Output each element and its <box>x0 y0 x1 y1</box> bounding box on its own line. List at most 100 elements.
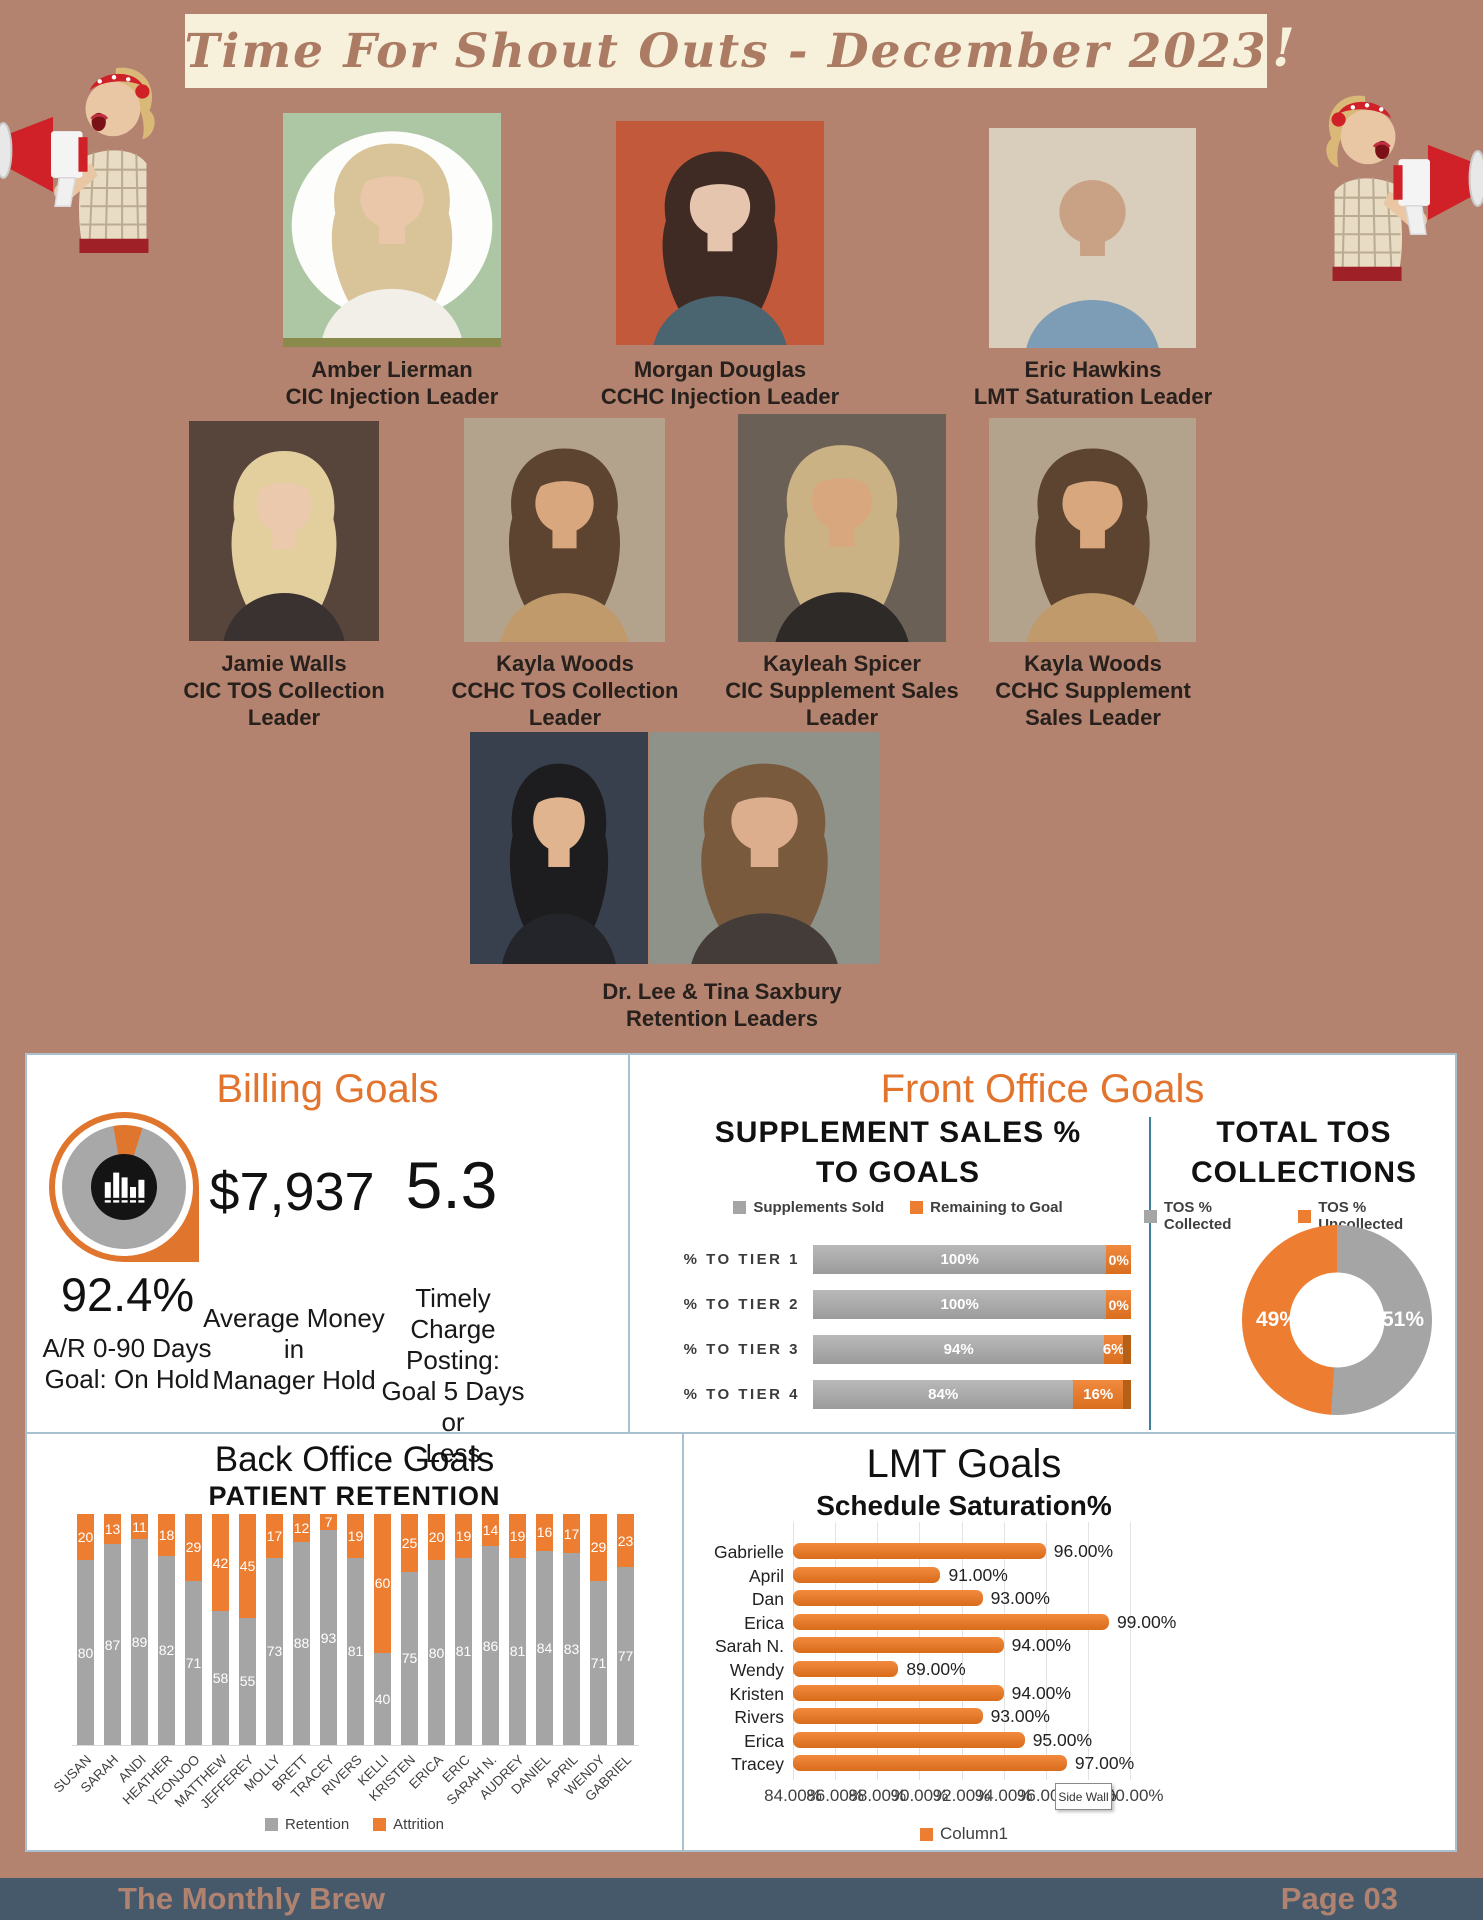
leader-photo <box>738 414 946 642</box>
lmt-value-label: 93.00% <box>990 1588 1050 1609</box>
footer-newsletter-name: The Monthly Brew <box>118 1881 385 1916</box>
retention-bar-slot: 16 84 <box>531 1514 558 1745</box>
attrition-segment: 18 <box>158 1514 175 1556</box>
leader-caption: Kayleah Spicer CIC Supplement Sales Lead… <box>725 651 959 730</box>
x-axis-tick-label: 100.00% <box>1096 1786 1164 1805</box>
legend-item: Supplements Sold <box>733 1199 884 1216</box>
x-axis-tick-label: 92.00% <box>932 1786 991 1805</box>
ar-percent-label: A/R 0-90 Days Goal: On Hold <box>42 1333 212 1394</box>
retention-stacked-bar: 19 81 <box>347 1514 364 1745</box>
retention-stacked-bar: 25 75 <box>401 1514 418 1745</box>
lmt-bar-row: April 91.00% <box>684 1565 1455 1586</box>
lmt-bar <box>793 1684 1004 1701</box>
x-axis-tick-label: 94.00% <box>974 1786 1033 1805</box>
bar-end-cap <box>1122 1380 1131 1409</box>
bar-end-cap <box>1122 1335 1131 1364</box>
supplements-sold-segment: 100% <box>813 1290 1107 1319</box>
retention-bar-slot: 13 87 <box>99 1514 126 1745</box>
chart-gridline <box>1130 1522 1131 1780</box>
retention-bar-slot: 18 82 <box>153 1514 180 1745</box>
supplements-sold-segment: 94% <box>813 1335 1105 1364</box>
remaining-to-goal-segment: 6% <box>1103 1335 1125 1364</box>
bar-chart-icon <box>91 1154 157 1220</box>
side-wall-tooltip: Side Wall <box>1055 1783 1112 1810</box>
front-office-goals-panel: Front Office Goals SUPPLEMENT SALES % TO… <box>630 1055 1455 1434</box>
legend-marker <box>733 1201 747 1214</box>
legend-label: Retention <box>284 1816 350 1833</box>
retention-name-slot: GABRIEL <box>583 1748 639 1812</box>
attrition-segment: 20 <box>77 1514 94 1561</box>
retention-segment: 89 <box>131 1539 148 1745</box>
lmt-bar-row: Erica 99.00% <box>684 1611 1455 1633</box>
leader-caption: Jamie Walls CIC TOS Collection Leader <box>183 651 385 730</box>
legend-label: TOS % Collected <box>1163 1199 1232 1233</box>
supplement-sales-chart-title: SUPPLEMENT SALES % TO GOALS <box>714 1116 1082 1189</box>
remaining-to-goal-segment: 0% <box>1106 1245 1131 1274</box>
lmt-legend: Column1 <box>684 1824 1244 1844</box>
lmt-value-label: 99.00% <box>1116 1611 1177 1632</box>
supplement-category-label: % TO TIER 2 <box>683 1296 800 1313</box>
retention-stacked-bar: 13 87 <box>104 1514 121 1745</box>
lmt-bar-row: Kristen 94.00% <box>684 1682 1455 1704</box>
attrition-segment: 17 <box>266 1514 283 1558</box>
lmt-bar-row: Wendy 89.00% <box>684 1659 1455 1680</box>
patient-retention-chart: 20 80 13 87 11 89 18 82 29 71 42 58 45 55 17 73 12 88 7 93 1… <box>72 1514 639 1746</box>
lmt-category-label: Erica <box>744 1612 784 1633</box>
retention-stacked-bar: 14 86 <box>482 1514 499 1745</box>
legend-item: Attrition <box>373 1816 444 1833</box>
retention-bar-slot: 19 81 <box>342 1514 369 1745</box>
attrition-segment: 23 <box>617 1514 634 1568</box>
legend-item: Column1 <box>919 1824 1008 1844</box>
lmt-value-label: 89.00% <box>906 1659 966 1679</box>
retention-stacked-bar: 12 88 <box>293 1514 310 1745</box>
legend-marker <box>264 1818 278 1831</box>
attrition-segment: 29 <box>590 1514 607 1581</box>
attrition-segment: 29 <box>185 1514 202 1581</box>
retention-segment: 93 <box>320 1530 337 1745</box>
page-title-exclamation: ! <box>1272 18 1295 79</box>
attrition-segment: 20 <box>428 1514 445 1561</box>
legend-marker <box>1144 1209 1157 1223</box>
remaining-to-goal-segment: 16% <box>1073 1380 1123 1409</box>
attrition-segment: 60 <box>374 1514 391 1653</box>
front-office-goals-title: Front Office Goals <box>880 1067 1205 1111</box>
leader-photo <box>616 121 824 345</box>
retention-stacked-bar: 29 71 <box>185 1514 202 1745</box>
retention-segment: 81 <box>347 1557 364 1745</box>
legend-label: Remaining to Goal <box>930 1199 1063 1216</box>
supplements-sold-segment: 84% <box>813 1380 1074 1409</box>
lmt-bar-row: Gabrielle 96.00% <box>684 1541 1455 1562</box>
goals-panels: Billing Goals <box>25 1053 1457 1852</box>
lmt-bar <box>793 1731 1025 1748</box>
supplement-stacked-bar: 100% 0% <box>813 1245 1131 1274</box>
legend-item: TOS % Collected <box>1144 1199 1282 1233</box>
attrition-segment: 19 <box>347 1514 364 1558</box>
ar-percent-value: 92.4% <box>60 1268 195 1321</box>
legend-marker <box>919 1827 933 1841</box>
retention-stacked-bar: 20 80 <box>77 1514 94 1745</box>
x-axis-tick-label: 84.00% <box>764 1786 822 1805</box>
supplement-bar-row: % TO TIER 4 84% 16% <box>648 1372 1131 1417</box>
leader-caption: Kayla Woods CCHC Supplement Sales Leader <box>995 651 1191 730</box>
lmt-category-label: Rivers <box>734 1707 784 1728</box>
patient-retention-subtitle: PATIENT RETENTION <box>208 1481 501 1511</box>
retention-bar-slot: 12 88 <box>288 1514 315 1745</box>
retention-segment: 80 <box>77 1560 94 1745</box>
supplement-category-label: % TO TIER 1 <box>683 1251 800 1268</box>
footer-page-number: Page 03 <box>1280 1881 1398 1916</box>
retention-segment: 82 <box>158 1555 175 1745</box>
donut-collected-label: 51% <box>1381 1308 1424 1331</box>
attrition-segment: 19 <box>455 1514 472 1558</box>
supplement-category-label: % TO TIER 3 <box>683 1341 800 1358</box>
lmt-category-label: Sarah N. <box>714 1636 784 1657</box>
lmt-bar <box>793 1613 1109 1630</box>
chart-gridline <box>793 1522 794 1780</box>
retention-bar-slot: 23 77 <box>612 1514 639 1745</box>
lmt-category-label: Gabrielle <box>713 1542 784 1562</box>
lmt-goals-title: LMT Goals <box>866 1442 1062 1486</box>
megaphone-woman-illustration-right <box>1309 86 1483 284</box>
retention-segment: 81 <box>455 1557 472 1745</box>
retention-segment: 84 <box>536 1550 553 1745</box>
lmt-value-label: 94.00% <box>1011 1682 1071 1703</box>
retention-bar-slot: 14 86 <box>477 1514 504 1745</box>
